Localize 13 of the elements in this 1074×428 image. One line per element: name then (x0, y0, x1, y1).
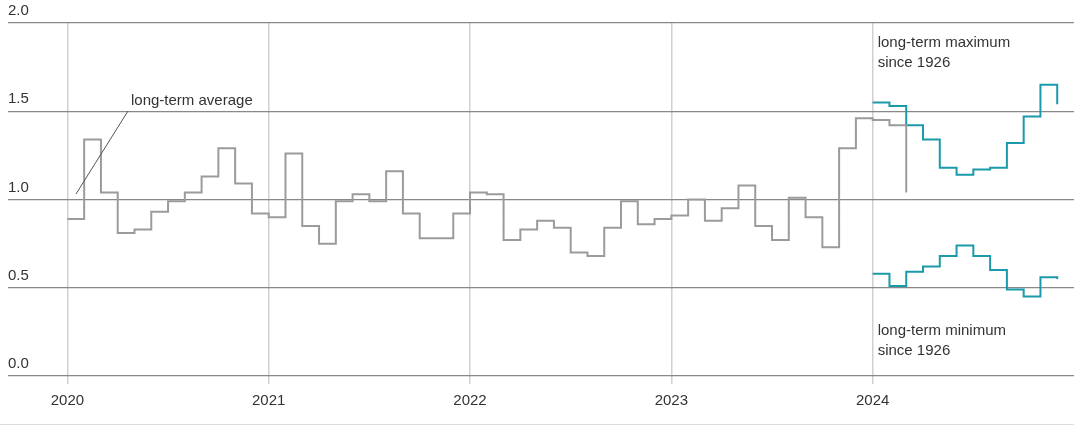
text: long-term maximum since 1926 (877, 32, 1011, 70)
y-tick-label: 1.5 (8, 89, 29, 107)
x-tick-label: 2021 (252, 391, 286, 409)
y-tick-label: 0.0 (8, 354, 29, 372)
y-tick-label: 0.5 (8, 265, 29, 283)
series-label: long-term minimum since 1926 (877, 320, 1007, 358)
x-tick-label: 2023 (654, 391, 689, 409)
x-tick-label: 2022 (453, 391, 487, 409)
annotation: long-term average (131, 91, 253, 108)
x-tick-label: 2020 (50, 391, 85, 409)
y-tick-label: 2.0 (8, 1, 29, 19)
x-tick-label: 2024 (855, 391, 890, 409)
y-tick-label: 1.0 (8, 177, 29, 195)
